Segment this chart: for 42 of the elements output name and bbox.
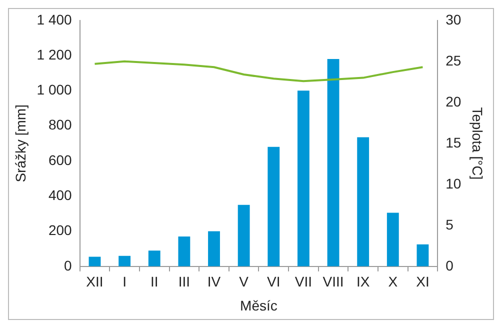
bar	[416, 244, 429, 266]
bar	[297, 90, 310, 266]
x-axis-title: Měsíc	[240, 297, 278, 314]
y-tick-label: 1 200	[36, 46, 72, 62]
x-tick-label: XII	[86, 274, 104, 290]
bar	[327, 59, 340, 266]
x-tick-label: X	[388, 274, 398, 290]
x-tick-label: VI	[267, 274, 280, 290]
x-tick-label: IX	[356, 274, 370, 290]
y2-axis-title: Teplota [°C]	[470, 107, 486, 180]
y2-tick-label: 5	[446, 216, 454, 232]
y-tick-label: 200	[48, 222, 72, 238]
bar	[178, 236, 190, 266]
bar	[118, 256, 131, 266]
x-tick-label: XI	[416, 274, 430, 290]
y-tick-label: 1 400	[36, 11, 72, 28]
y2-tick-label: 0	[446, 257, 454, 274]
x-tick-label: III	[178, 274, 190, 290]
y-tick-label: 0	[64, 257, 72, 274]
x-tick-label: VIII	[322, 274, 344, 290]
y-tick-label: 1 000	[36, 82, 72, 98]
bar	[238, 204, 250, 266]
x-tick-label: IV	[207, 274, 222, 290]
y-axis-title: Srážky [mm]	[12, 104, 28, 182]
bar	[208, 231, 220, 266]
y2-tick-label: 30	[446, 11, 462, 28]
bar	[88, 256, 101, 266]
y-tick-label: 400	[48, 186, 72, 203]
y-tick-label: 800	[48, 116, 72, 133]
y2-tick-label: 20	[446, 93, 462, 110]
x-tick-label: V	[239, 274, 250, 290]
bar	[357, 137, 370, 266]
y2-tick-label: 25	[446, 52, 462, 68]
x-tick-label: II	[150, 274, 158, 290]
bar	[268, 146, 280, 266]
bar	[148, 250, 160, 266]
y-tick-label: 600	[48, 152, 72, 168]
y2-tick-label: 10	[446, 175, 462, 192]
bar	[386, 212, 399, 266]
x-tick-label: VII	[294, 274, 312, 290]
x-tick-label: I	[122, 274, 127, 290]
y2-tick-label: 15	[446, 134, 462, 150]
